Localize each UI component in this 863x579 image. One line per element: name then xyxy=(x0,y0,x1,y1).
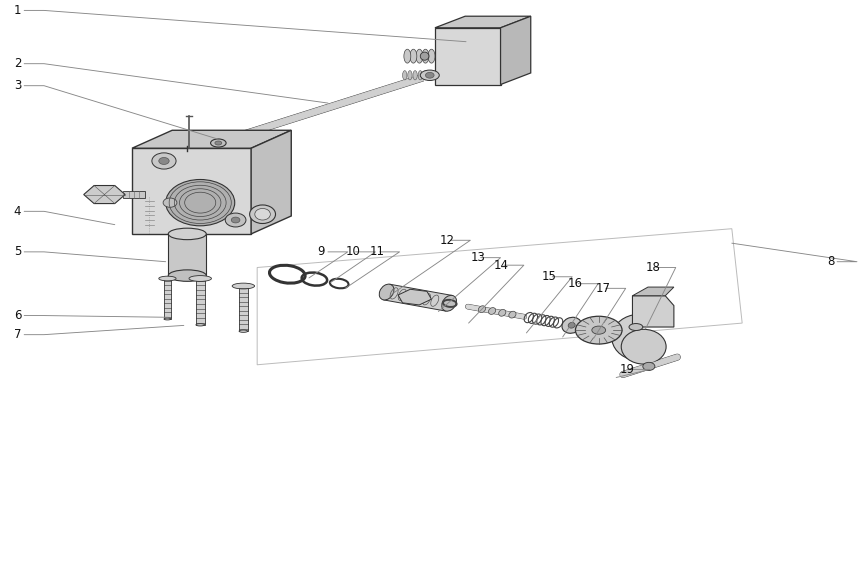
Text: 6: 6 xyxy=(14,309,22,322)
Text: 10: 10 xyxy=(345,245,360,258)
Text: 18: 18 xyxy=(646,261,660,274)
Text: 19: 19 xyxy=(620,363,634,376)
Polygon shape xyxy=(383,284,452,311)
Polygon shape xyxy=(251,130,291,234)
Ellipse shape xyxy=(509,312,516,318)
Ellipse shape xyxy=(410,49,417,63)
Circle shape xyxy=(643,362,655,371)
Ellipse shape xyxy=(499,309,506,316)
Ellipse shape xyxy=(189,276,211,281)
Circle shape xyxy=(163,198,177,207)
Text: 11: 11 xyxy=(369,245,384,258)
Ellipse shape xyxy=(404,49,411,63)
Ellipse shape xyxy=(423,71,428,80)
Ellipse shape xyxy=(420,70,439,80)
Ellipse shape xyxy=(442,295,457,311)
Text: 4: 4 xyxy=(14,205,22,218)
Ellipse shape xyxy=(255,208,270,220)
Polygon shape xyxy=(84,185,125,204)
Text: 5: 5 xyxy=(14,245,22,258)
Text: 8: 8 xyxy=(827,255,835,268)
Polygon shape xyxy=(435,16,531,28)
Polygon shape xyxy=(398,290,432,305)
Ellipse shape xyxy=(196,324,205,326)
Ellipse shape xyxy=(159,276,176,281)
Text: 1: 1 xyxy=(14,4,22,17)
Ellipse shape xyxy=(166,179,235,226)
Ellipse shape xyxy=(379,284,394,300)
Polygon shape xyxy=(132,130,291,148)
Text: 3: 3 xyxy=(14,79,22,92)
Ellipse shape xyxy=(249,205,275,223)
Text: 17: 17 xyxy=(595,282,610,295)
Ellipse shape xyxy=(211,139,226,147)
Ellipse shape xyxy=(416,49,423,63)
Polygon shape xyxy=(132,148,251,234)
Ellipse shape xyxy=(232,283,255,289)
Ellipse shape xyxy=(422,49,429,63)
Text: 7: 7 xyxy=(14,328,22,341)
Ellipse shape xyxy=(621,329,666,364)
Ellipse shape xyxy=(425,72,434,78)
Ellipse shape xyxy=(215,141,222,145)
Polygon shape xyxy=(633,287,674,296)
Ellipse shape xyxy=(592,326,606,334)
Ellipse shape xyxy=(488,307,495,314)
Ellipse shape xyxy=(413,71,418,80)
Text: 13: 13 xyxy=(470,251,485,264)
Ellipse shape xyxy=(239,330,248,332)
Ellipse shape xyxy=(420,52,429,60)
Ellipse shape xyxy=(164,318,171,320)
Ellipse shape xyxy=(568,323,575,328)
Circle shape xyxy=(231,217,240,223)
Bar xyxy=(123,191,145,198)
Ellipse shape xyxy=(168,228,206,240)
Text: 16: 16 xyxy=(568,277,583,290)
Polygon shape xyxy=(501,16,531,85)
Circle shape xyxy=(225,213,246,227)
Ellipse shape xyxy=(428,49,435,63)
Ellipse shape xyxy=(168,270,206,281)
Text: 12: 12 xyxy=(440,234,455,247)
Circle shape xyxy=(152,153,176,169)
Ellipse shape xyxy=(407,71,412,80)
Ellipse shape xyxy=(478,306,486,313)
Bar xyxy=(239,286,248,331)
Ellipse shape xyxy=(402,71,407,80)
Ellipse shape xyxy=(562,317,582,334)
Bar xyxy=(164,278,171,319)
Bar xyxy=(168,234,206,276)
Text: 9: 9 xyxy=(318,245,325,258)
Text: 2: 2 xyxy=(14,57,22,70)
Ellipse shape xyxy=(418,71,423,80)
Ellipse shape xyxy=(576,316,622,344)
Polygon shape xyxy=(612,314,639,361)
Bar xyxy=(196,278,205,325)
Circle shape xyxy=(159,157,169,164)
Ellipse shape xyxy=(629,324,643,331)
Text: 14: 14 xyxy=(494,259,508,272)
Text: 15: 15 xyxy=(542,270,557,283)
Polygon shape xyxy=(633,296,674,327)
Polygon shape xyxy=(435,28,501,85)
